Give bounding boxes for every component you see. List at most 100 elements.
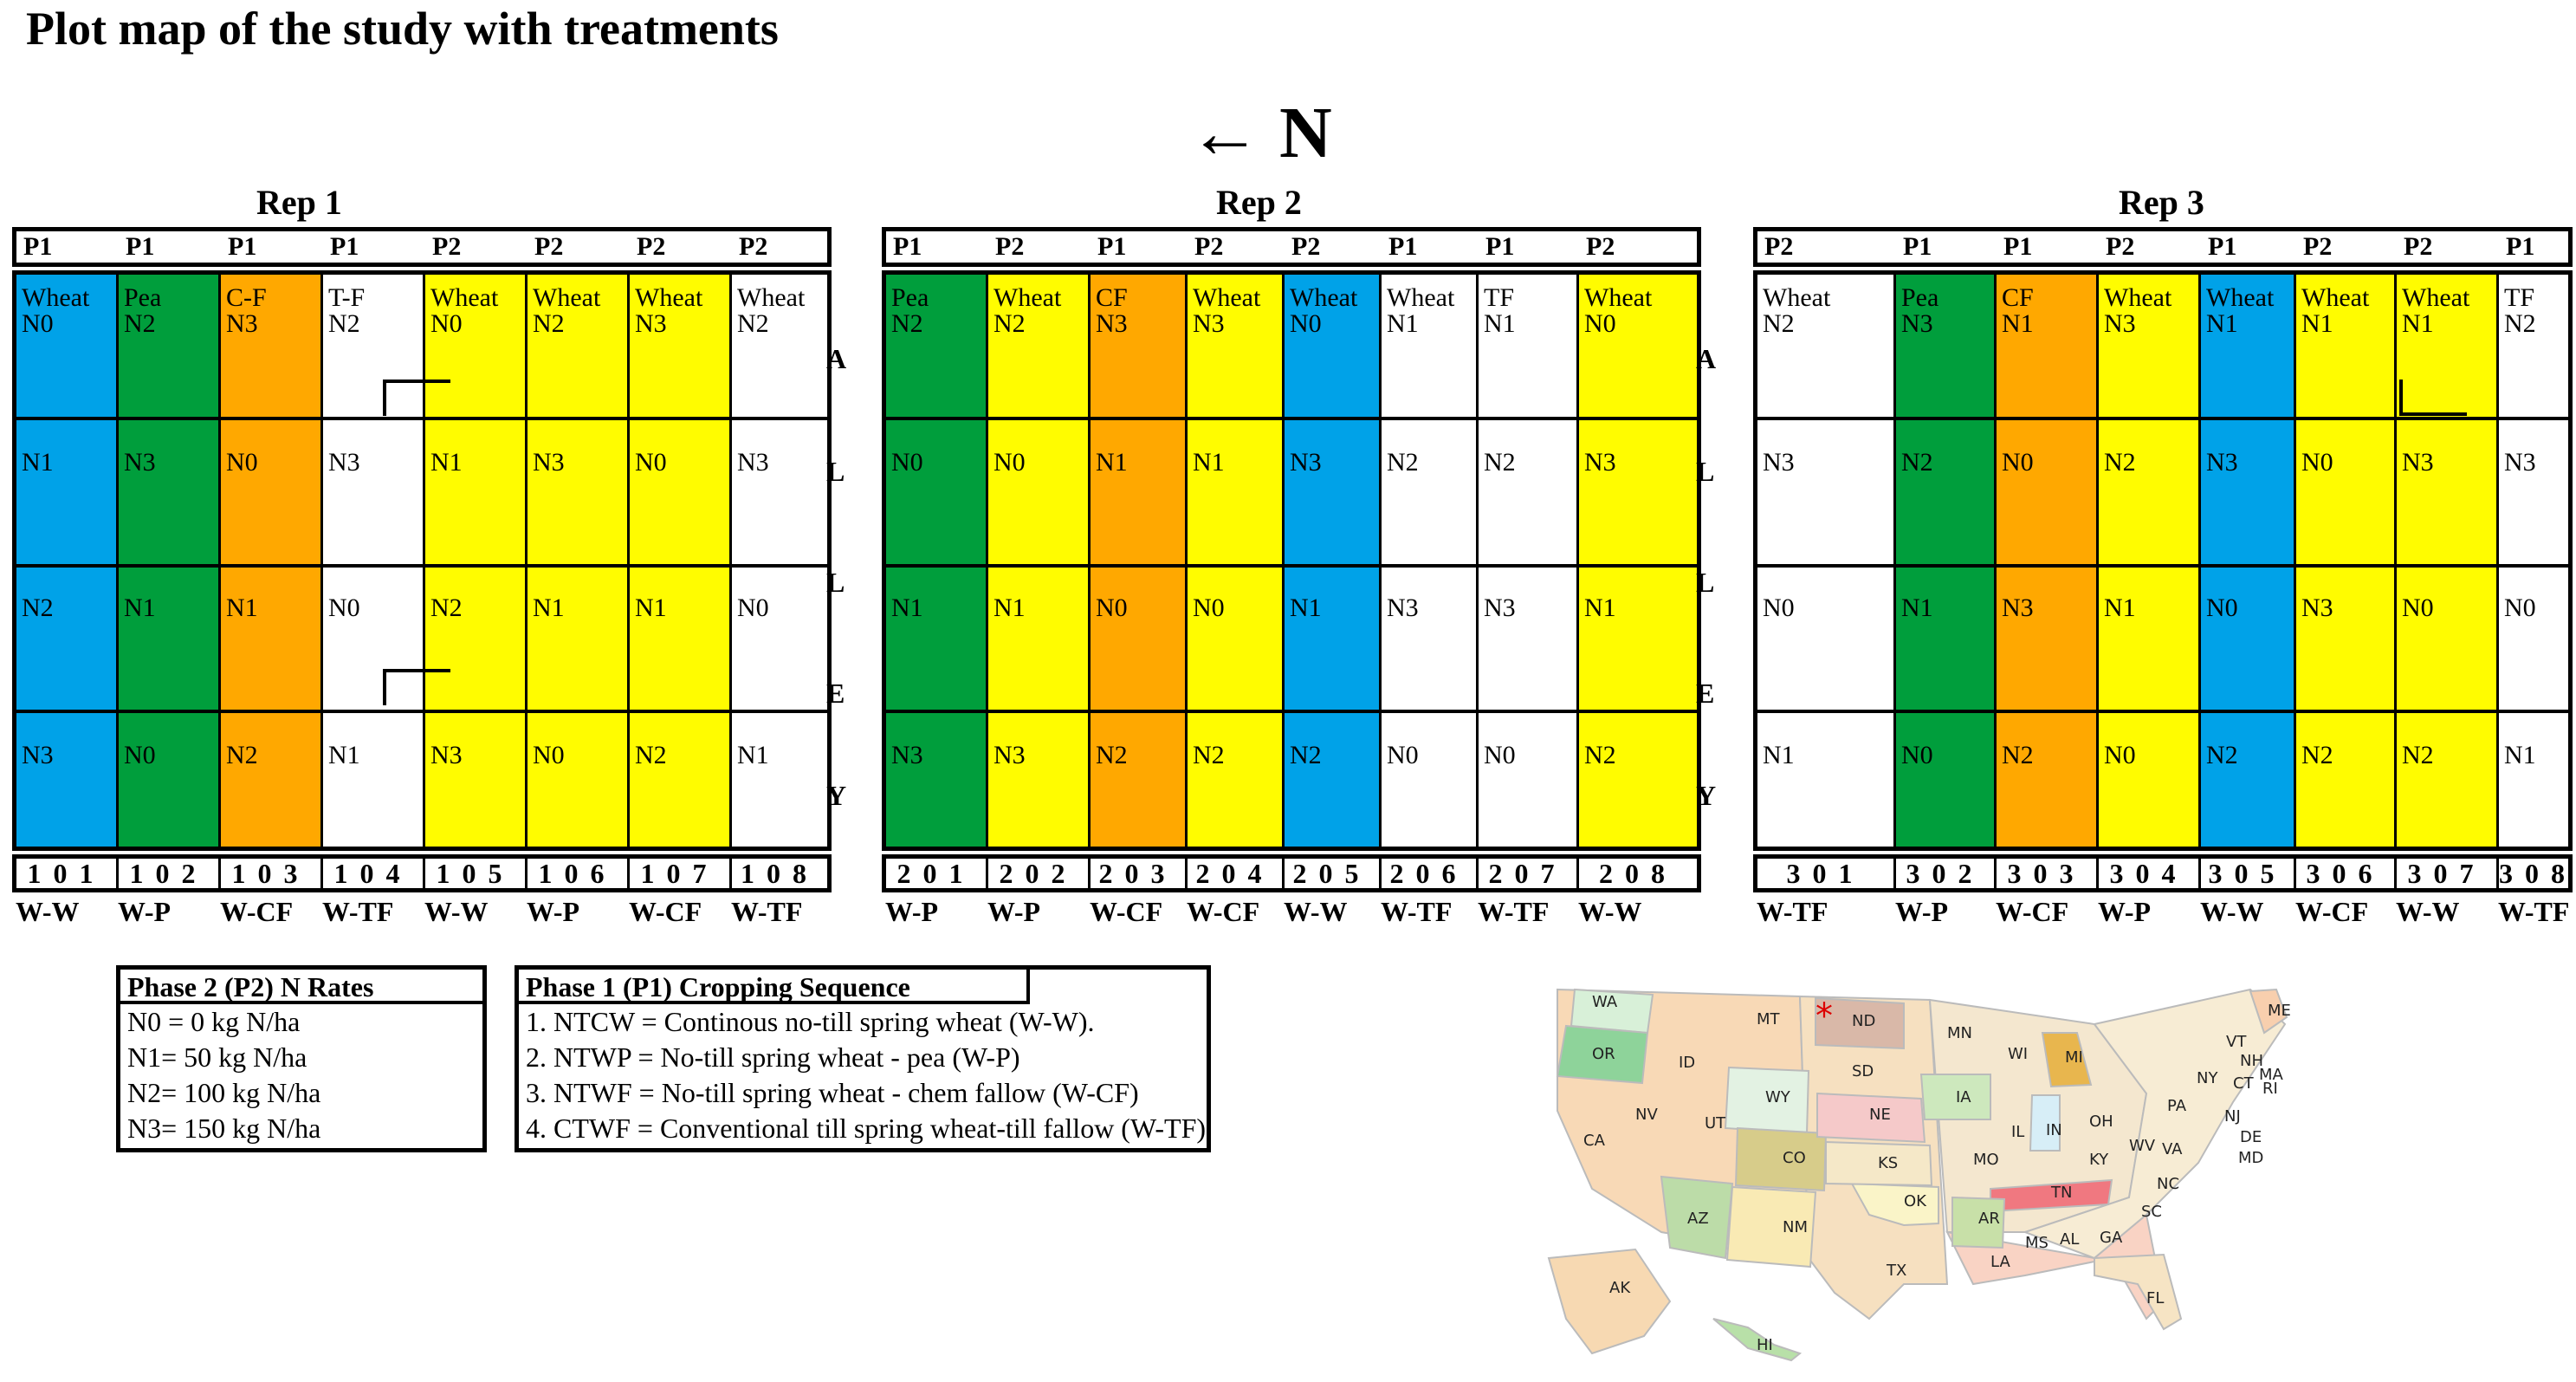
crop-label: Wheat [430,283,499,312]
n-rate-label: N1 [2002,309,2034,338]
n-rate-label: N2 [1763,309,1795,338]
crop-label: CF [2002,283,2034,312]
plot-column: Wheat N3 N1 N0 N2 [1188,275,1285,847]
sequence-label: W-CF [220,896,294,927]
legend-cropping-line: 2. NTWP = No-till spring wheat - pea (W-… [526,1041,1020,1073]
map-state-label: AK [1609,1279,1631,1297]
n-rate-label: N3 [2002,594,2034,622]
alley-letter: L [1696,456,1715,487]
alley-letter: A [1696,343,1717,374]
sequence-label: W-P [527,896,580,927]
michigan-shape [2041,1032,2093,1088]
map-state-label: AR [1978,1210,2000,1228]
sequence-label: W-P [1895,896,1949,927]
n-rate-label: N3 [1290,448,1322,477]
plot-number: 203 [1091,859,1188,888]
maine-shape [2249,988,2288,1035]
n-rate-label: N3 [226,309,258,338]
crop-label: Pea [1901,283,1939,312]
n-rate-label: N0 [737,594,769,622]
crop-label: Pea [891,283,929,312]
kansas-shape [1825,1140,1933,1187]
map-state-labels: WA OR CA ID NV MT WY UT AZ CO NM ND SD NE KS OK TX MN IA MO… [1583,993,2291,1354]
crop-label: Wheat [1584,283,1653,312]
n-rate-label: N1 [635,594,667,622]
n-rate-label: N0 [1096,594,1128,622]
subplot-divider [1757,710,2568,713]
n-rate-label: N0 [1584,309,1616,338]
subplot-divider [1757,417,2568,420]
n-rate-label: N0 [2104,741,2136,769]
phase-label: P1 [2506,232,2535,261]
page-title: Plot map of the study with treatments [26,3,779,55]
plot-number: 307 [2397,859,2499,888]
crop-label: T-F [328,283,366,312]
phase-label: P1 [2003,232,2033,261]
n-rate-label: N2 [1193,741,1225,769]
n-rate-label: N2 [226,741,258,769]
subplot-divider [16,710,827,713]
indiana-shape [2029,1094,2061,1152]
iowa-shape [1919,1074,1991,1120]
rep-2-title: Rep 2 [1216,183,1302,222]
n-rate-label: N1 [994,594,1026,622]
n-rate-label: N2 [430,594,463,622]
arkansas-shape [1951,1196,2006,1249]
n-rate-label: N2 [2206,741,2238,769]
crop-label: Wheat [533,283,601,312]
crop-label: Wheat [1193,283,1261,312]
subplot-divider [886,710,1697,713]
sequence-label: W-TF [322,896,394,927]
n-rate-label: N0 [1290,309,1322,338]
map-state-label: CA [1583,1132,1606,1150]
phase-label: P2 [2106,232,2135,261]
map-state-label: ND [1852,1012,1875,1030]
plot-column: Wheat N2 N3 N0 N1 [1757,275,1896,847]
plot-column: TF N1 N2 N3 N0 [1479,275,1579,847]
n-rate-label: N1 [1096,448,1128,477]
map-state-label: OK [1904,1192,1927,1210]
legend-n-rate-line: N3= 150 kg N/ha [127,1113,321,1144]
rep-3-title: Rep 3 [2119,183,2204,222]
plot-marker [383,669,450,705]
n-rate-label: N3 [2504,448,2536,477]
sequence-label: W-CF [629,896,702,927]
n-rate-label: N3 [1193,309,1225,338]
plot-number: 306 [2296,859,2397,888]
legend-n-rate-line: N0 = 0 kg N/ha [127,1006,301,1037]
plot-number: 206 [1382,859,1479,888]
n-rate-label: N0 [124,741,156,769]
sequence-label: W-P [118,896,172,927]
crop-label: Wheat [1290,283,1358,312]
crop-label: C-F [226,283,267,312]
map-state-label: MT [1757,1010,1781,1028]
plot-number: 108 [741,858,819,889]
n-rate-label: N0 [2206,594,2238,622]
subplot-divider [886,564,1697,568]
phase-label: P1 [228,232,257,261]
phase-label: P2 [739,232,768,261]
alley-letter: Y [1696,780,1717,811]
plot-column: Wheat N1 N0 N3 N2 [2296,275,2397,847]
phase-label: P2 [637,232,666,261]
map-state-label: IN [2046,1121,2062,1139]
n-rate-label: N2 [2002,741,2034,769]
legend-cropping-sequence: Phase 1 (P1) Cropping Sequence 1. NTCW =… [515,965,1211,1152]
map-state-label: DE [2240,1128,2262,1146]
n-rate-label: N0 [1901,741,1933,769]
phase-label: P1 [330,232,359,261]
plot-column: Pea N2 N0 N1 N3 [886,275,988,847]
n-rate-label: N1 [1290,594,1322,622]
sequence-label: W-CF [1996,896,2069,927]
legend-cropping-header: Phase 1 (P1) Cropping Sequence [519,970,1030,1004]
n-rate-label: N1 [2301,309,2333,338]
map-state-label: KS [1878,1154,1898,1172]
hawaii-shape [1712,1318,1803,1362]
phase-label: P2 [1586,232,1615,261]
map-state-label: WY [1765,1088,1791,1106]
phase-label: P1 [1485,232,1515,261]
plot-column: Pea N3 N2 N1 N0 [1896,275,1997,847]
crop-label: Wheat [2402,283,2470,312]
n-rate-label: N2 [635,741,667,769]
plot-column: TF N2 N3 N0 N1 [2499,275,2568,847]
